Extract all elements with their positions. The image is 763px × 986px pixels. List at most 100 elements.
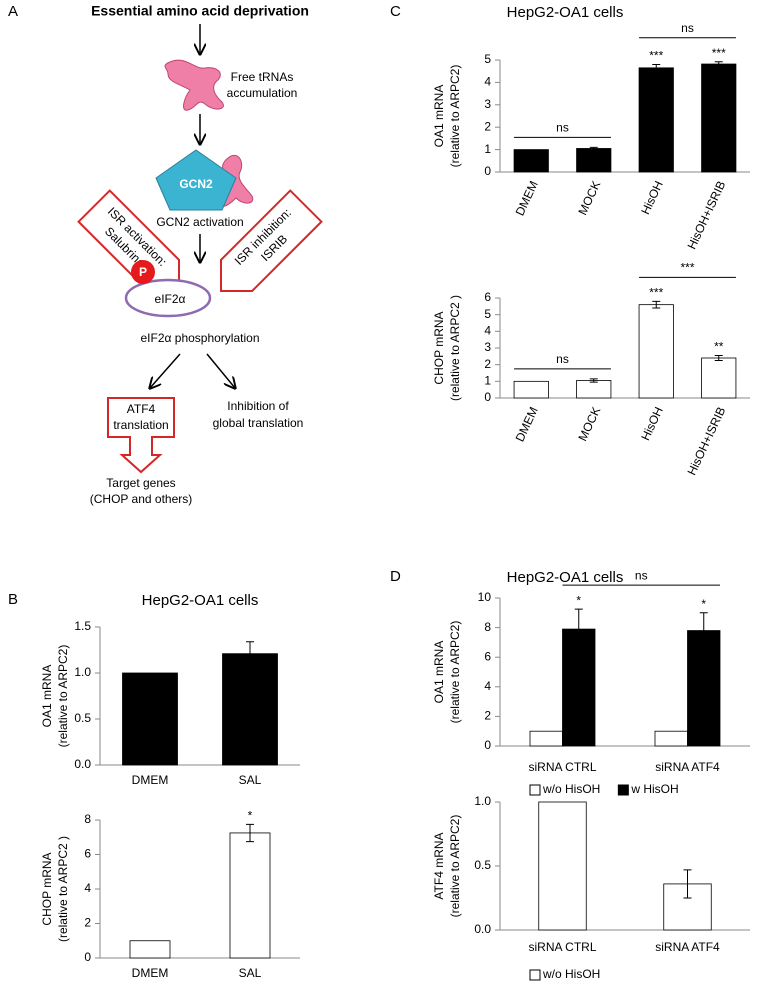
y-tick-label: 0.0 — [74, 757, 91, 771]
bar — [513, 380, 549, 399]
panel-label: B — [8, 591, 18, 608]
error-bar — [714, 61, 723, 67]
y-axis-label: (relative to ARPC2) — [448, 65, 462, 168]
bar — [122, 672, 178, 766]
arrow — [206, 353, 235, 388]
y-axis-label: (relative to ARPC2 ) — [448, 295, 462, 401]
diagram-title: Essential amino acid deprivation — [91, 3, 309, 19]
y-axis-label: CHOP mRNA — [432, 311, 446, 384]
y-tick-label: 3 — [484, 340, 491, 354]
significance-label: *** — [649, 49, 663, 63]
significance-label: * — [248, 808, 253, 822]
diagram-text: global translation — [213, 416, 304, 430]
y-tick-label: 4 — [484, 324, 491, 338]
y-tick-label: 0.5 — [74, 711, 91, 725]
diagram-text: (CHOP and others) — [90, 492, 193, 506]
y-tick-label: 0 — [84, 950, 91, 964]
error-bar — [683, 869, 692, 899]
significance-label: * — [701, 597, 706, 611]
atf4-box — [107, 397, 175, 474]
y-tick-label: 1 — [484, 142, 491, 156]
x-tick-label: HisOH — [638, 405, 666, 443]
bar — [576, 148, 612, 173]
error-bar — [589, 146, 598, 151]
bar — [701, 63, 737, 173]
legend-swatch — [529, 784, 541, 796]
y-tick-label: 1.0 — [74, 665, 91, 679]
y-tick-label: 2 — [84, 916, 91, 930]
x-tick-label: HisOH+ISRIB — [685, 179, 729, 252]
diagram-text: Inhibition of — [227, 399, 289, 413]
y-axis-label: OA1 mRNA — [40, 665, 54, 728]
error-bar — [699, 612, 708, 649]
legend-swatch — [617, 784, 629, 796]
diagram-text: translation — [113, 418, 168, 432]
diagram-text: P — [139, 265, 147, 279]
bar — [701, 357, 737, 399]
y-tick-label: 8 — [484, 620, 491, 634]
y-tick-label: 1 — [484, 374, 491, 388]
error-bar — [652, 300, 661, 309]
x-tick-label: DMEM — [132, 773, 169, 787]
bar — [529, 730, 563, 747]
y-tick-label: 5 — [484, 307, 491, 321]
y-tick-label: 0.0 — [474, 922, 491, 936]
diagram-text: GCN2 — [179, 177, 213, 191]
bar — [513, 149, 549, 173]
x-tick-label: siRNA CTRL — [528, 940, 596, 954]
chart: CHOP mRNA (relative to ARPC2 ) 0 2 4 6 8 DMEM SA… — [40, 808, 300, 980]
y-tick-label: 0 — [484, 390, 491, 404]
y-tick-label: 6 — [84, 847, 91, 861]
bracket-label: ns — [556, 352, 569, 366]
x-tick-label: siRNA CTRL — [528, 760, 596, 774]
bar — [222, 653, 278, 766]
y-tick-label: 0 — [484, 164, 491, 178]
x-tick-label: SAL — [239, 966, 262, 980]
diagram-text: ATF4 — [127, 402, 156, 416]
significance-label: *** — [649, 286, 663, 300]
x-tick-label: DMEM — [513, 405, 541, 444]
bar — [687, 630, 721, 747]
chart: ATF4 mRNA (relative to ARPC2) 0.0 0.5 1.0 siR… — [432, 794, 750, 981]
diagram-text: GCN2 activation — [156, 215, 243, 229]
chart: HepG2-OA1 cells OA1 mRNA (relative to ARPC… — [40, 592, 300, 787]
diagram-text: accumulation — [227, 86, 298, 100]
y-axis-label: OA1 mRNA — [432, 641, 446, 704]
y-tick-label: 2 — [484, 357, 491, 371]
y-tick-label: 4 — [484, 679, 491, 693]
error-bar — [652, 63, 661, 72]
y-tick-label: 10 — [478, 590, 492, 604]
x-tick-label: DMEM — [513, 179, 541, 218]
trna-icon — [164, 59, 224, 111]
x-tick-label: siRNA ATF4 — [655, 760, 720, 774]
y-tick-label: 4 — [484, 75, 491, 89]
chart-title: HepG2-OA1 cells — [142, 592, 259, 609]
panel-label: A — [8, 3, 18, 20]
bracket-label: ns — [635, 568, 648, 582]
arrow — [150, 353, 181, 388]
y-axis-label: (relative to ARPC2) — [448, 815, 462, 918]
bar — [638, 67, 674, 173]
x-tick-label: MOCK — [575, 179, 603, 218]
x-tick-label: HisOH — [638, 179, 666, 217]
diagram-text: Target genes — [106, 476, 175, 490]
chart: HepG2-OA1 cells OA1 mRNA (relative to ARPC… — [432, 568, 750, 796]
y-tick-label: 1.0 — [474, 794, 491, 808]
bar — [129, 940, 171, 959]
chart-title: HepG2-OA1 cells — [507, 4, 624, 21]
panel-label: D — [390, 568, 401, 585]
bar — [538, 801, 587, 931]
legend-label: w HisOH — [630, 782, 678, 796]
error-bar — [574, 608, 583, 650]
error-bar — [246, 641, 254, 667]
y-axis-label: (relative to ARPC2) — [448, 621, 462, 724]
y-tick-label: 8 — [84, 812, 91, 826]
bar — [576, 380, 612, 399]
error-bar — [714, 355, 723, 361]
y-tick-label: 2 — [484, 709, 491, 723]
y-tick-label: 2 — [484, 119, 491, 133]
legend-label: w/o HisOH — [542, 782, 600, 796]
y-tick-label: 6 — [484, 649, 491, 663]
diagram-text: eIF2α phosphorylation — [140, 331, 259, 345]
